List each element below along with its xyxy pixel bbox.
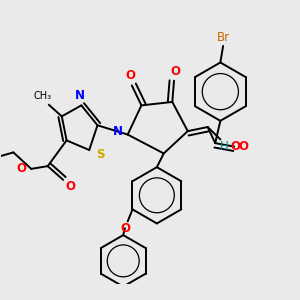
Text: O: O — [65, 180, 75, 193]
Text: H: H — [219, 140, 228, 153]
Text: Br: Br — [217, 31, 230, 44]
Text: O: O — [125, 69, 135, 82]
Text: O: O — [170, 64, 180, 78]
Text: S: S — [96, 148, 104, 160]
Text: CH₃: CH₃ — [34, 91, 52, 101]
Text: N: N — [75, 89, 85, 102]
Text: O: O — [231, 140, 241, 153]
Text: N: N — [113, 124, 123, 138]
Text: O: O — [120, 222, 130, 235]
Text: O: O — [16, 162, 27, 175]
Text: O: O — [239, 140, 249, 153]
